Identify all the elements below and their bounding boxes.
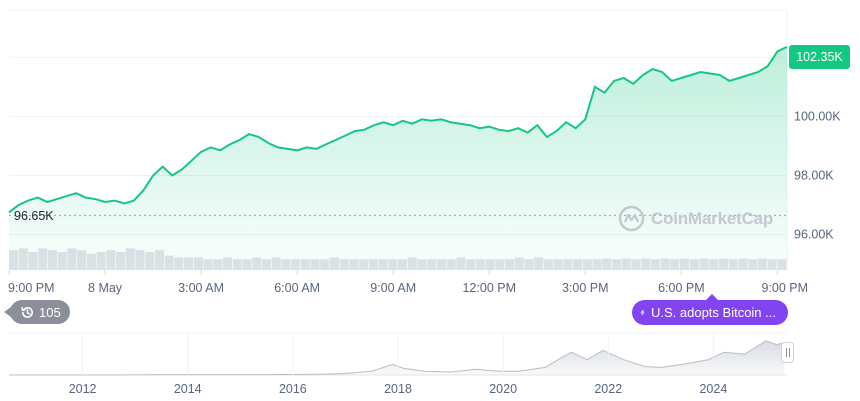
x-tick-label: 9:00 PM [8,281,55,295]
y-axis-ticks: 96.00K 98.00K 100.00K [794,109,841,241]
navigator-drag-handle[interactable] [781,342,794,363]
x-tick-label: 9:00 PM [761,281,808,295]
y-tick-label: 98.00K [794,168,834,182]
navigator-year-label: 2020 [489,382,517,396]
x-axis-ticks: 9:00 PM 8 May 3:00 AM 6:00 AM 9:00 AM 12:00 P… [8,270,808,295]
navigator-line [9,340,785,376]
current-price-label: 102.35K [796,50,843,64]
event-badge[interactable]: U.S. adopts Bitcoin ... [632,294,788,325]
x-tick-label: 6:00 AM [274,281,320,295]
x-tick-label: 9:00 AM [370,281,416,295]
event-label: U.S. adopts Bitcoin ... [650,305,776,320]
navigator-year-label: 2014 [174,382,202,396]
navigator-year-label: 2022 [594,382,622,396]
history-count: 105 [39,304,61,320]
x-tick-label: 8 May [88,281,123,295]
current-price-tag: 102.35K [789,45,850,69]
price-line [8,45,788,214]
navigator-area [9,340,785,375]
x-tick-label: 12:00 PM [462,281,516,295]
start-price-label: 96.65K [14,209,54,223]
x-tick-label: 3:00 AM [178,281,224,295]
coinmarketcap-logo-icon [618,205,645,232]
navigator-year-label: 2016 [279,382,307,396]
history-badge[interactable]: 105 [4,300,70,324]
coinmarketcap-watermark: CoinMarketCap [618,205,773,232]
navigator-year-label: 2018 [384,382,412,396]
navigator-year-ticks: 2012 2014 2016 2018 2020 2022 2024 [69,333,727,396]
y-tick-label: 96.00K [794,228,834,242]
lightning-icon [640,309,645,316]
history-icon [21,306,33,318]
x-tick-label: 6:00 PM [658,281,705,295]
watermark-text: CoinMarketCap [651,208,774,228]
navigator-year-label: 2024 [699,382,727,396]
price-area-fill [9,46,787,271]
x-tick-label: 3:00 PM [562,281,609,295]
navigator-year-label: 2012 [69,382,97,396]
y-tick-label: 100.00K [794,109,841,123]
